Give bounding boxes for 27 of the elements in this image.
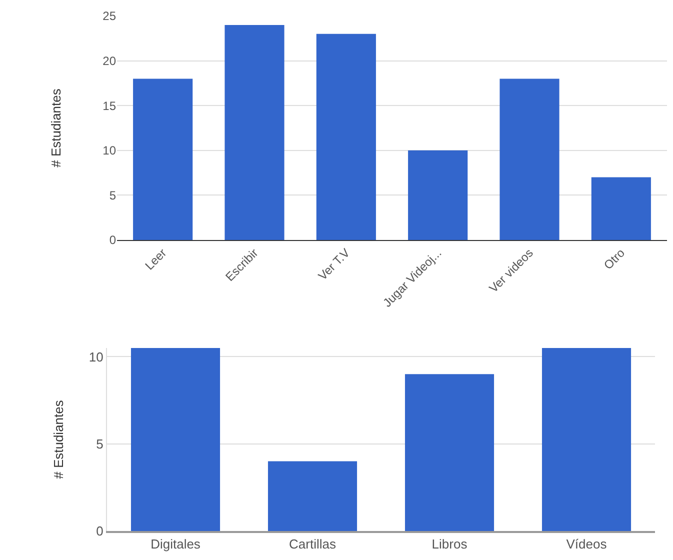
bar <box>316 34 376 240</box>
y-axis-title: # Estudiantes <box>48 88 64 168</box>
y-tick-label: 25 <box>102 9 116 24</box>
bar <box>404 374 494 531</box>
bar <box>130 348 220 531</box>
bar <box>542 348 632 531</box>
y-tick-label: 0 <box>109 233 116 248</box>
bar <box>500 78 560 240</box>
y-tick-label: 5 <box>109 188 116 202</box>
bar <box>133 78 193 240</box>
x-tick-label: Ver T.V <box>315 246 353 283</box>
bar <box>591 177 651 240</box>
y-axis-title: # Estudiantes <box>50 400 66 479</box>
y-tick-label: 5 <box>96 436 104 452</box>
bar <box>408 150 468 240</box>
y-tick-label: 10 <box>88 349 104 364</box>
y-tick-label: 20 <box>102 54 116 68</box>
x-tick-label: Vídeos <box>566 536 608 552</box>
bar <box>224 24 284 240</box>
x-tick-label: Cartillas <box>289 536 336 552</box>
y-tick-label: 15 <box>102 98 116 113</box>
x-tick-label: Otro <box>601 246 628 272</box>
x-tick-label: Libros <box>432 536 468 552</box>
x-tick-label: Digitales <box>150 536 201 552</box>
bar <box>268 461 358 531</box>
y-tick-label: 0 <box>96 524 104 539</box>
y-tick-label: 10 <box>102 144 116 158</box>
